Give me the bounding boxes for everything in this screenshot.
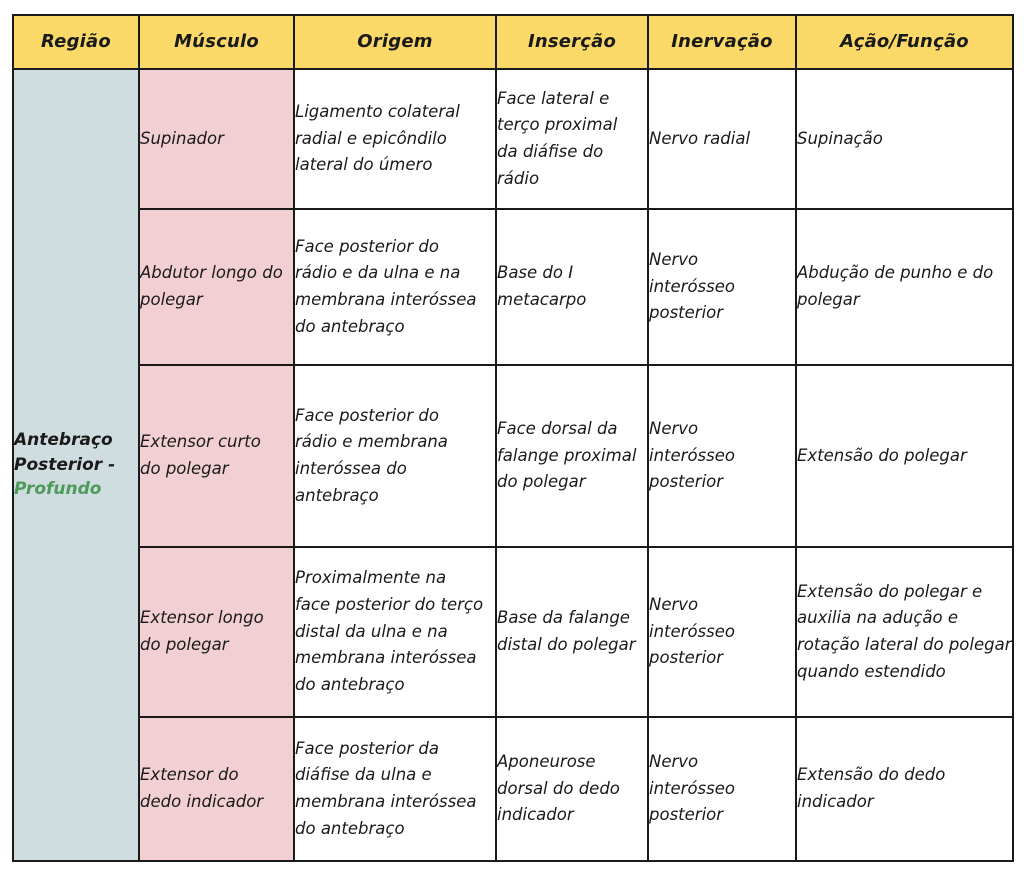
column-header-regiao: Região bbox=[12, 14, 140, 70]
column-header-regiao-label: Região bbox=[41, 31, 111, 52]
region-title: Antebraço Posterior - bbox=[14, 430, 116, 475]
muscle-anatomy-table: Região Músculo Origem Inserção Inervação… bbox=[12, 14, 1014, 862]
column-header-inervacao: Inervação bbox=[647, 14, 797, 70]
column-header-origem-label: Origem bbox=[357, 31, 433, 52]
innervation-cell: Nervo interósseo posterior bbox=[647, 364, 797, 548]
insertion-text: Base do I metacarpo bbox=[497, 263, 587, 309]
muscle-cell: Extensor longo do polegar bbox=[138, 546, 295, 718]
action-text: Extensão do dedo indicador bbox=[797, 765, 946, 811]
column-header-origem: Origem bbox=[293, 14, 497, 70]
header-row: Região Músculo Origem Inserção Inervação… bbox=[12, 14, 1014, 70]
origin-text: Proximalmente na face posterior do terço… bbox=[295, 568, 484, 695]
region-subtitle: Profundo bbox=[14, 479, 102, 500]
insertion-text: Face dorsal da falange proximal do poleg… bbox=[497, 418, 637, 492]
insertion-cell: Base do I metacarpo bbox=[495, 208, 649, 366]
insertion-cell: Face dorsal da falange proximal do poleg… bbox=[495, 364, 649, 548]
origin-cell: Face posterior do rádio e membrana inter… bbox=[293, 364, 497, 548]
innervation-cell: Nervo radial bbox=[647, 68, 797, 210]
column-header-musculo: Músculo bbox=[138, 14, 295, 70]
muscle-name: Extensor do dedo indicador bbox=[140, 765, 264, 811]
muscle-name: Supinador bbox=[140, 128, 224, 148]
action-text: Extensão do polegar bbox=[797, 445, 967, 465]
origin-text: Face posterior do rádio e da ulna e na m… bbox=[295, 236, 477, 336]
table-header: Região Músculo Origem Inserção Inervação… bbox=[12, 14, 1014, 70]
innervation-text: Nervo interósseo posterior bbox=[649, 751, 735, 825]
innervation-text: Nervo interósseo posterior bbox=[649, 594, 735, 668]
innervation-cell: Nervo interósseo posterior bbox=[647, 208, 797, 366]
insertion-cell: Base da falange distal do polegar bbox=[495, 546, 649, 718]
region-cell: Antebraço Posterior - Profundo bbox=[12, 68, 140, 862]
column-header-insercao-label: Inserção bbox=[527, 31, 617, 52]
action-cell: Extensão do polegar bbox=[795, 364, 1014, 548]
innervation-cell: Nervo interósseo posterior bbox=[647, 716, 797, 862]
innervation-text: Nervo interósseo posterior bbox=[649, 249, 735, 323]
action-text: Extensão do polegar e auxilia na adução … bbox=[797, 581, 1012, 681]
origin-cell: Face posterior da diáfise da ulna e memb… bbox=[293, 716, 497, 862]
table-body: Antebraço Posterior - Profundo Supinador… bbox=[12, 68, 1014, 862]
action-cell: Supinação bbox=[795, 68, 1014, 210]
column-header-acao-label: Ação/Função bbox=[840, 31, 969, 52]
muscle-cell: Supinador bbox=[138, 68, 295, 210]
innervation-text: Nervo interósseo posterior bbox=[649, 418, 735, 492]
action-text: Supinação bbox=[797, 128, 883, 148]
origin-cell: Ligamento colateral radial e epicôndilo … bbox=[293, 68, 497, 210]
action-cell: Extensão do dedo indicador bbox=[795, 716, 1014, 862]
column-header-inervacao-label: Inervação bbox=[671, 31, 773, 52]
muscle-name: Extensor curto do polegar bbox=[140, 432, 261, 478]
action-text: Abdução de punho e do polegar bbox=[797, 263, 994, 309]
table-row: Extensor longo do polegar Proximalmente … bbox=[13, 546, 1014, 718]
origin-text: Ligamento colateral radial e epicôndilo … bbox=[295, 101, 460, 175]
muscle-cell: Extensor curto do polegar bbox=[138, 364, 295, 548]
muscle-cell: Extensor do dedo indicador bbox=[138, 716, 295, 862]
column-header-insercao: Inserção bbox=[495, 14, 649, 70]
table-row: Abdutor longo do polegar Face posterior … bbox=[13, 208, 1014, 366]
insertion-cell: Aponeurose dorsal do dedo indicador bbox=[495, 716, 649, 862]
table-row: Extensor curto do polegar Face posterior… bbox=[13, 364, 1014, 548]
muscle-cell: Abdutor longo do polegar bbox=[138, 208, 295, 366]
action-cell: Extensão do polegar e auxilia na adução … bbox=[795, 546, 1014, 718]
innervation-cell: Nervo interósseo posterior bbox=[647, 546, 797, 718]
muscle-name: Extensor longo do polegar bbox=[140, 608, 264, 654]
innervation-text: Nervo radial bbox=[649, 128, 751, 148]
origin-cell: Proximalmente na face posterior do terço… bbox=[293, 546, 497, 718]
column-header-musculo-label: Músculo bbox=[174, 31, 259, 52]
origin-text: Face posterior do rádio e membrana inter… bbox=[295, 405, 448, 505]
insertion-cell: Face lateral e terço proximal da diáfise… bbox=[495, 68, 649, 210]
muscle-name: Abdutor longo do polegar bbox=[140, 263, 283, 309]
table-row: Extensor do dedo indicador Face posterio… bbox=[13, 716, 1014, 862]
insertion-text: Aponeurose dorsal do dedo indicador bbox=[497, 751, 620, 825]
insertion-text: Base da falange distal do polegar bbox=[497, 608, 636, 654]
origin-cell: Face posterior do rádio e da ulna e na m… bbox=[293, 208, 497, 366]
column-header-acao: Ação/Função bbox=[795, 14, 1014, 70]
origin-text: Face posterior da diáfise da ulna e memb… bbox=[295, 738, 477, 838]
action-cell: Abdução de punho e do polegar bbox=[795, 208, 1014, 366]
insertion-text: Face lateral e terço proximal da diáfise… bbox=[497, 88, 618, 188]
table-row: Antebraço Posterior - Profundo Supinador… bbox=[12, 68, 1014, 862]
